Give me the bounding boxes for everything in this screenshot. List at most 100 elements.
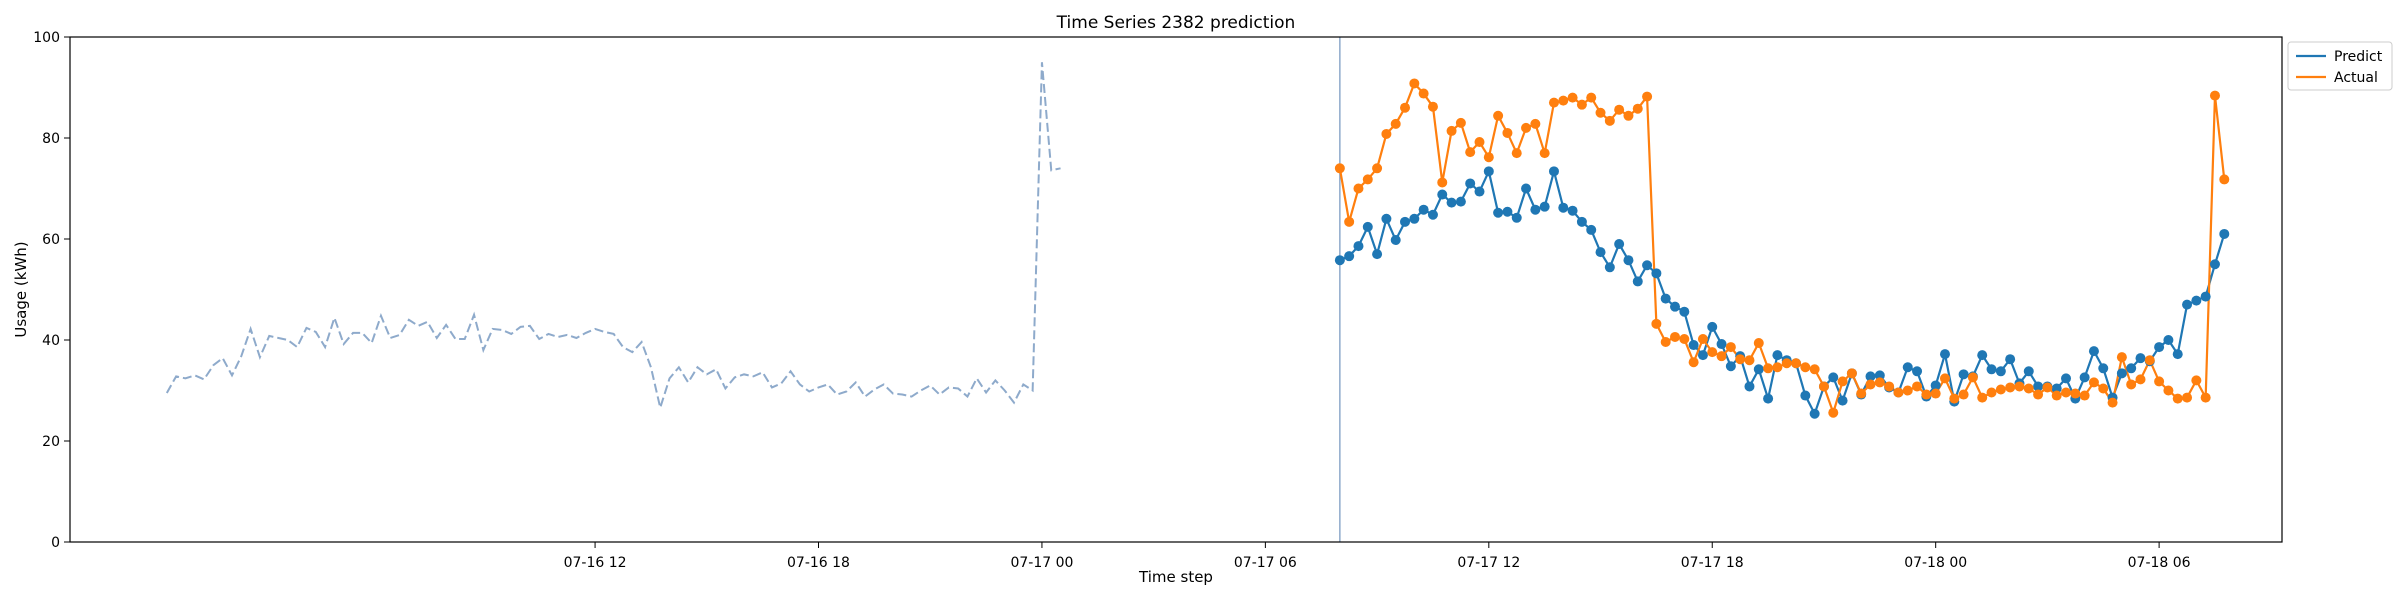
actual-point [1511, 148, 1522, 159]
y-tick-label: 40 [42, 333, 60, 349]
actual-point [1372, 163, 1383, 174]
actual-point [1791, 358, 1802, 369]
actual-point [1567, 92, 1578, 103]
actual-point [1707, 347, 1718, 358]
actual-point [2070, 388, 2081, 399]
actual-point [1772, 362, 1783, 373]
actual-point [1632, 103, 1643, 114]
y-axis-label: Usage (kWh) [12, 241, 30, 337]
predict-point [1502, 206, 1513, 217]
actual-point [2209, 90, 2220, 101]
actual-point [1930, 388, 1941, 399]
actual-point [1539, 148, 1550, 159]
actual-point [1660, 337, 1671, 348]
actual-point [1967, 372, 1978, 383]
predict-point [1912, 366, 1923, 377]
x-tick-label: 07-18 00 [1904, 555, 1967, 571]
predict-point [2061, 373, 2072, 384]
predict-point [2098, 363, 2109, 374]
legend: Predict Actual [2287, 41, 2393, 91]
predict-point [1437, 189, 1448, 200]
predict-point [1930, 380, 1941, 391]
x-tick-label: 07-17 12 [1457, 555, 1520, 571]
predict-point [1548, 166, 1559, 177]
actual-point [1809, 364, 1820, 375]
actual-point [1446, 125, 1457, 136]
actual-point [1912, 381, 1923, 392]
actual-point [1958, 389, 1969, 400]
predict-point [1642, 260, 1653, 271]
actual-point [1995, 384, 2006, 395]
actual-point [1735, 354, 1746, 365]
predict-point [1828, 372, 1839, 383]
predict-point [1753, 364, 1764, 375]
predict-point [1688, 340, 1699, 351]
predict-point [1409, 213, 1420, 224]
predict-point [2191, 295, 2202, 306]
predict-point [2005, 354, 2016, 365]
actual-point [1427, 101, 1438, 112]
actual-point [1697, 333, 1708, 344]
actual-point [1558, 95, 1569, 106]
predict-point [1763, 393, 1774, 404]
predict-point [1539, 201, 1550, 212]
actual-point [1865, 379, 1876, 390]
actual-series-points [1334, 78, 2230, 418]
history-series-line [165, 62, 1061, 412]
actual-point [2005, 382, 2016, 393]
actual-point [2219, 174, 2230, 185]
actual-point [2079, 390, 2090, 401]
y-tick-label: 0 [51, 535, 60, 551]
actual-point [1502, 127, 1513, 138]
actual-point [1716, 351, 1727, 362]
actual-point [1521, 122, 1532, 133]
predict-point [2154, 342, 2165, 353]
predict-point [1353, 241, 1364, 252]
chart-title: Time Series 2382 prediction [1056, 13, 1296, 33]
predict-point [1381, 213, 1392, 224]
x-tick-label: 07-16 12 [564, 555, 627, 571]
predict-point [1707, 321, 1718, 332]
actual-point [1409, 78, 1420, 89]
legend-predict-label: Predict [2334, 49, 2383, 65]
actual-point [1725, 342, 1736, 353]
actual-point [1474, 137, 1485, 148]
actual-point [1949, 393, 1960, 404]
predict-point [1865, 371, 1876, 382]
predict-point [2163, 335, 2174, 345]
legend-actual-label: Actual [2334, 70, 2378, 86]
x-tick-label: 07-17 06 [1234, 555, 1297, 571]
actual-point [1334, 163, 1345, 174]
predict-point [1716, 339, 1727, 350]
actual-point [2061, 387, 2072, 398]
actual-point [1939, 373, 1950, 384]
predict-point [1511, 212, 1522, 223]
actual-point [2088, 377, 2099, 388]
predict-point [1362, 221, 1373, 232]
predict-point [2023, 366, 2034, 377]
predict-point [1604, 262, 1615, 273]
predict-point [2116, 368, 2127, 379]
actual-point [1530, 118, 1541, 129]
predict-point [1772, 350, 1783, 361]
predict-point [1902, 362, 1913, 373]
actual-point [1763, 363, 1774, 374]
x-axis-ticks: 07-16 12 07-16 18 07-17 00 07-17 06 07-17 12… [564, 542, 2191, 571]
predict-point [2135, 353, 2146, 364]
actual-point [2135, 374, 2146, 385]
predict-point [1800, 390, 1811, 401]
y-tick-label: 100 [33, 30, 60, 46]
predict-point [1595, 247, 1606, 258]
actual-point [2126, 379, 2137, 390]
actual-point [1856, 388, 1867, 399]
actual-point [1753, 338, 1764, 349]
predict-point [1483, 166, 1494, 177]
predict-point [1809, 408, 1820, 419]
predict-point [1334, 255, 1345, 266]
actual-point [1623, 110, 1634, 121]
predict-point [2172, 349, 2183, 360]
actual-point [2116, 352, 2127, 363]
actual-point [1679, 333, 1690, 344]
